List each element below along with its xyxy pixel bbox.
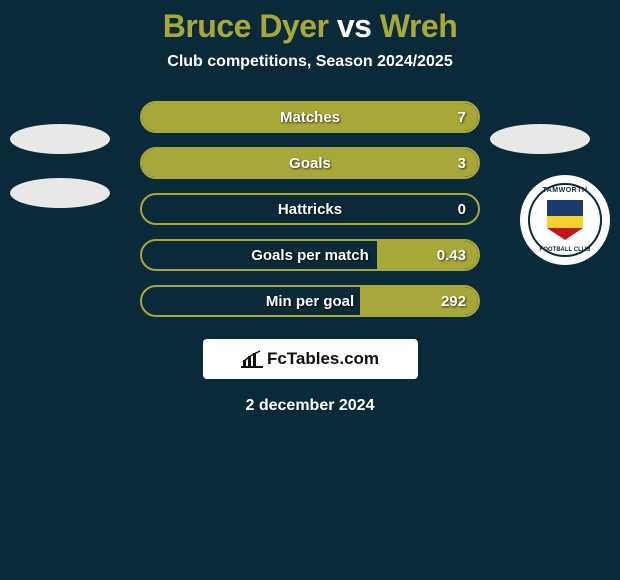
stat-right-value: 292 <box>441 293 466 310</box>
stat-right-value: 0.43 <box>437 247 466 264</box>
stat-right-value: 7 <box>458 109 466 126</box>
stat-row-goals: Goals 3 <box>140 147 480 179</box>
subtitle: Club competitions, Season 2024/2025 <box>0 53 620 71</box>
stat-label: Min per goal <box>266 293 354 310</box>
infographic-container: Bruce Dyer vs Wreh Club competitions, Se… <box>0 0 620 415</box>
vs-text: vs <box>337 8 372 44</box>
chart-icon <box>241 350 263 368</box>
stat-row-hattricks: Hattricks 0 <box>140 193 480 225</box>
stat-label: Matches <box>280 109 340 126</box>
player1-name: Bruce Dyer <box>163 8 329 44</box>
brand-box[interactable]: FcTables.com <box>203 339 418 379</box>
brand-text: FcTables.com <box>267 349 379 369</box>
player2-name: Wreh <box>380 8 457 44</box>
stat-row-gpm: Goals per match 0.43 <box>140 239 480 271</box>
stat-row-matches: Matches 7 <box>140 101 480 133</box>
page-title: Bruce Dyer vs Wreh <box>0 8 620 45</box>
stat-right-value: 0 <box>458 201 466 218</box>
stats-block: Matches 7 Goals 3 Hattricks 0 Goals per … <box>0 101 620 317</box>
stat-label: Goals <box>289 155 331 172</box>
date-text: 2 december 2024 <box>0 397 620 415</box>
stat-label: Hattricks <box>278 201 342 218</box>
stat-row-mpg: Min per goal 292 <box>140 285 480 317</box>
stat-right-value: 3 <box>458 155 466 172</box>
stat-label: Goals per match <box>251 247 369 264</box>
